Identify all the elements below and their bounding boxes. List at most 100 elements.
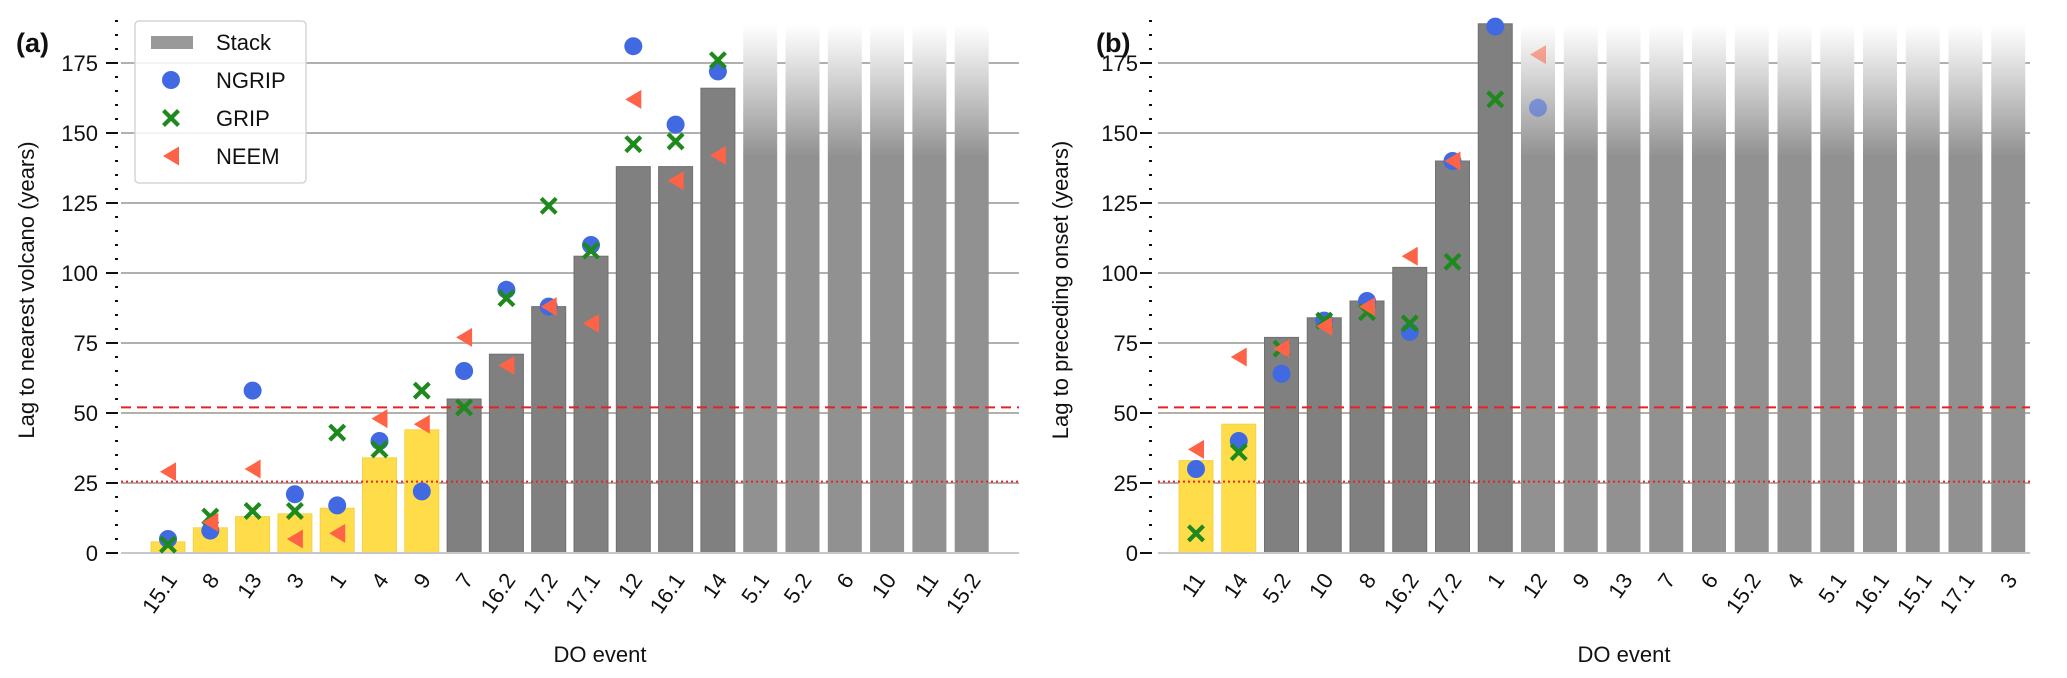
- panel-label: (b): [1096, 28, 1130, 58]
- y-tick-label: 100: [1101, 261, 1138, 286]
- marker-neem: [286, 529, 303, 549]
- bar-undetermined: [1863, 25, 1897, 553]
- bar-stack: [404, 429, 440, 554]
- marker-ngrip: [624, 37, 643, 56]
- bar-stack: [1392, 266, 1428, 554]
- marker-neem: [583, 313, 599, 333]
- bar-stack: [1349, 300, 1385, 554]
- bar-stack: [573, 255, 609, 554]
- bar-undetermined: [1777, 25, 1812, 553]
- marker-ngrip: [1486, 17, 1505, 36]
- bar-stack: [446, 398, 482, 554]
- marker-ngrip: [159, 530, 177, 548]
- marker-neem: [329, 523, 346, 543]
- marker-grip: [159, 535, 177, 554]
- bar-stack: [531, 306, 567, 554]
- marker-neem: [1444, 151, 1461, 171]
- bar-undetermined: [1649, 25, 1684, 553]
- x-tick-label: 6: [831, 569, 859, 593]
- y-axis-label: Lag to preceding onset (years): [1048, 141, 1073, 439]
- marker-grip: [412, 381, 431, 400]
- bar-stack: [235, 516, 271, 554]
- y-tick-label: 175: [61, 51, 98, 76]
- x-tick-label: 15.2: [941, 569, 986, 618]
- marker-grip: [539, 196, 558, 215]
- bar-stack: [658, 166, 694, 554]
- marker-neem: [1316, 316, 1333, 336]
- x-tick-label: 11: [1177, 569, 1211, 602]
- y-axis-label: Lag to nearest volcano (years): [14, 141, 39, 438]
- bar-undetermined: [1820, 25, 1855, 553]
- legend-box: [134, 20, 307, 184]
- x-tick-label: 4: [1781, 569, 1809, 593]
- marker-ngrip: [328, 496, 347, 515]
- bar-undetermined: [1563, 25, 1598, 553]
- marker-grip: [370, 440, 389, 459]
- x-tick-label: 16.2: [1379, 569, 1424, 618]
- x-tick-label: 13: [232, 569, 267, 603]
- bar-undetermined: [1905, 25, 1940, 553]
- marker-grip: [1400, 314, 1419, 333]
- marker-grip: [243, 502, 262, 520]
- marker-neem: [625, 89, 642, 109]
- marker-grip: [497, 289, 516, 308]
- x-tick-label: 7: [451, 569, 479, 593]
- marker-grip: [1229, 443, 1248, 462]
- marker-neem: [371, 409, 388, 429]
- marker-grip: [666, 132, 685, 151]
- marker-grip: [708, 51, 727, 70]
- bar-undetermined: [1948, 25, 1983, 553]
- x-tick-label: 5.2: [1258, 569, 1296, 608]
- marker-neem: [456, 327, 473, 347]
- marker-neem: [202, 512, 219, 532]
- x-axis-label: DO event: [554, 642, 647, 667]
- x-tick-label: 9: [408, 569, 436, 593]
- legend-label: GRIP: [216, 106, 270, 131]
- marker-grip: [624, 135, 643, 154]
- bar-undetermined: [827, 25, 862, 553]
- marker-grip: [328, 423, 347, 442]
- y-tick-label: 0: [1126, 541, 1138, 566]
- x-tick-label: 5.1: [1813, 569, 1851, 608]
- bar-stack: [1306, 317, 1342, 554]
- marker-ngrip: [666, 115, 685, 134]
- legend-label: NGRIP: [216, 68, 286, 93]
- y-tick-label: 25: [74, 471, 98, 496]
- marker-ngrip: [582, 236, 600, 254]
- x-tick-label: 15.1: [1892, 569, 1937, 618]
- marker-ngrip: [1272, 364, 1291, 383]
- x-tick-label: 3: [281, 569, 309, 593]
- x-tick-label: 12: [613, 569, 648, 603]
- bar-stack: [277, 513, 313, 554]
- x-tick-label: 15.2: [1721, 569, 1766, 618]
- y-tick-label: 50: [74, 401, 98, 426]
- legend-grip-icon: [162, 109, 180, 127]
- legend-label: Stack: [216, 30, 272, 55]
- bar-undetermined: [870, 25, 905, 553]
- marker-neem: [1188, 439, 1204, 459]
- marker-grip: [582, 241, 600, 260]
- bar-stack: [488, 353, 524, 554]
- legend-ngrip-icon: [162, 71, 180, 89]
- marker-neem: [1230, 347, 1247, 367]
- marker-grip: [285, 502, 304, 520]
- panel-label: (a): [16, 28, 49, 58]
- x-tick-label: 5.2: [779, 569, 817, 608]
- bar-stack: [362, 457, 397, 554]
- marker-grip: [455, 398, 474, 417]
- x-tick-label: 16.2: [475, 569, 520, 618]
- x-tick-label: 16.1: [645, 569, 690, 618]
- marker-grip: [1443, 252, 1462, 271]
- marker-neem: [1401, 246, 1418, 266]
- y-tick-label: 50: [1114, 401, 1138, 426]
- marker-neem: [160, 462, 176, 482]
- marker-neem: [413, 414, 430, 434]
- x-tick-label: 14: [1218, 569, 1253, 603]
- marker-neem: [667, 171, 684, 191]
- bar-stack: [1435, 160, 1470, 554]
- y-tick-label: 0: [86, 541, 98, 566]
- x-tick-label: 4: [366, 569, 394, 593]
- bar-stack: [615, 166, 651, 554]
- x-tick-label: 7: [1653, 569, 1681, 593]
- x-tick-label: 12: [1518, 569, 1553, 603]
